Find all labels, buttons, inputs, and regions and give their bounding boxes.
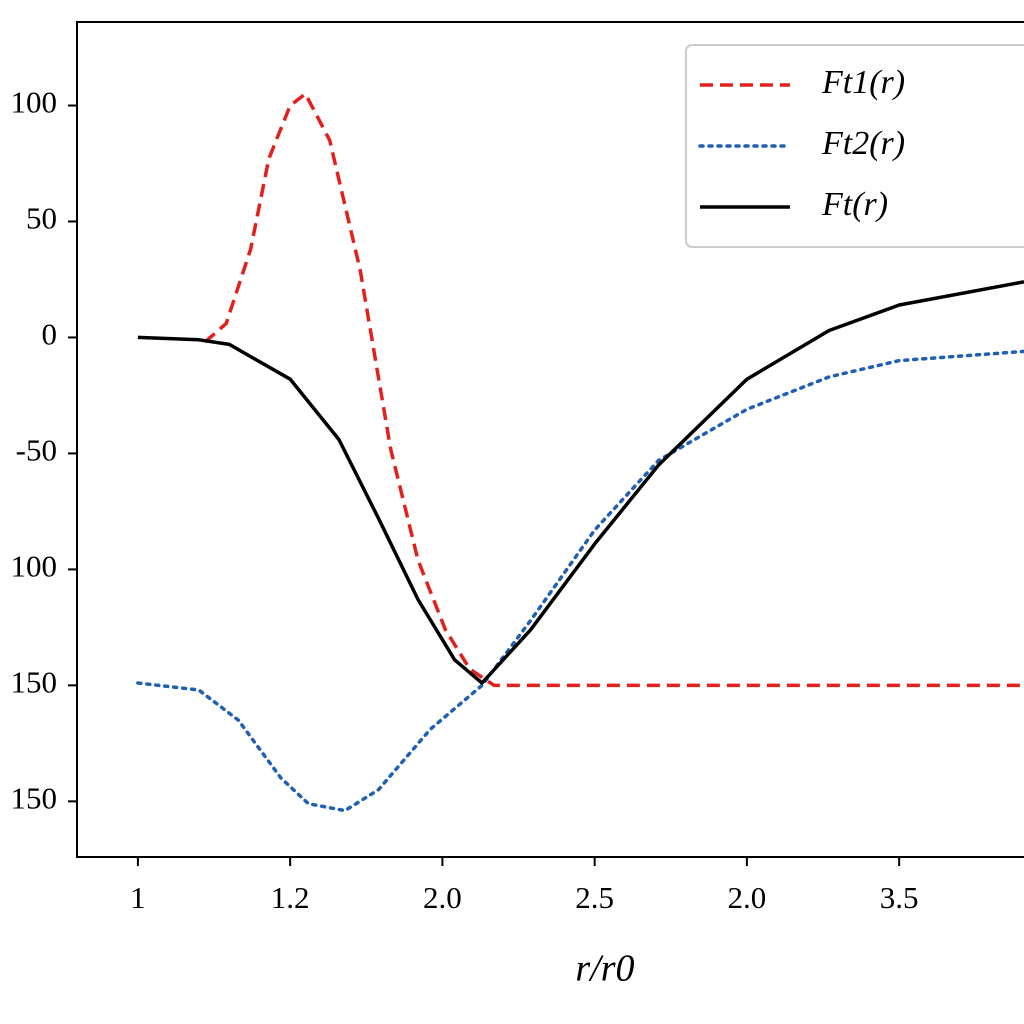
x-tick-label: 3.5 <box>880 880 919 915</box>
y-tick-label: 0 <box>42 317 58 352</box>
y-tick-label: -50 <box>16 433 57 468</box>
x-tick-label: 2.5 <box>575 880 614 915</box>
x-tick-label: 2.0 <box>423 880 462 915</box>
series-line <box>203 92 1024 688</box>
legend-label: Ft(r) <box>821 186 888 223</box>
y-tick-label: 100 <box>11 548 58 583</box>
x-tick-label: 1.2 <box>271 880 310 915</box>
series-line <box>136 349 1024 813</box>
y-tick-label: 150 <box>11 664 58 699</box>
legend-label: Ft1(r) <box>821 64 905 101</box>
axes-frame <box>76 21 1024 858</box>
legend-box <box>685 44 1024 248</box>
y-tick-label: 100 <box>11 85 58 120</box>
series-line <box>137 280 1024 685</box>
y-tick-label: 150 <box>11 780 58 815</box>
x-axis-label: r/r0 <box>575 948 634 990</box>
legend-label: Ft2(r) <box>821 125 905 162</box>
x-tick-label: 2.0 <box>728 880 767 915</box>
x-tick-label: 1 <box>130 880 146 915</box>
y-tick-label: 50 <box>26 201 57 236</box>
